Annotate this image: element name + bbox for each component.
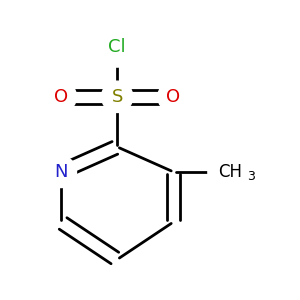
Text: 3: 3 (247, 170, 255, 183)
Text: O: O (54, 88, 68, 106)
Circle shape (101, 81, 133, 112)
Text: Cl: Cl (108, 38, 126, 56)
Text: O: O (167, 88, 181, 106)
Circle shape (97, 26, 137, 67)
Circle shape (45, 156, 76, 188)
Circle shape (208, 150, 252, 194)
Text: N: N (54, 163, 68, 181)
Circle shape (45, 81, 76, 112)
Text: CH: CH (218, 163, 242, 181)
Circle shape (158, 81, 189, 112)
Text: S: S (112, 88, 123, 106)
